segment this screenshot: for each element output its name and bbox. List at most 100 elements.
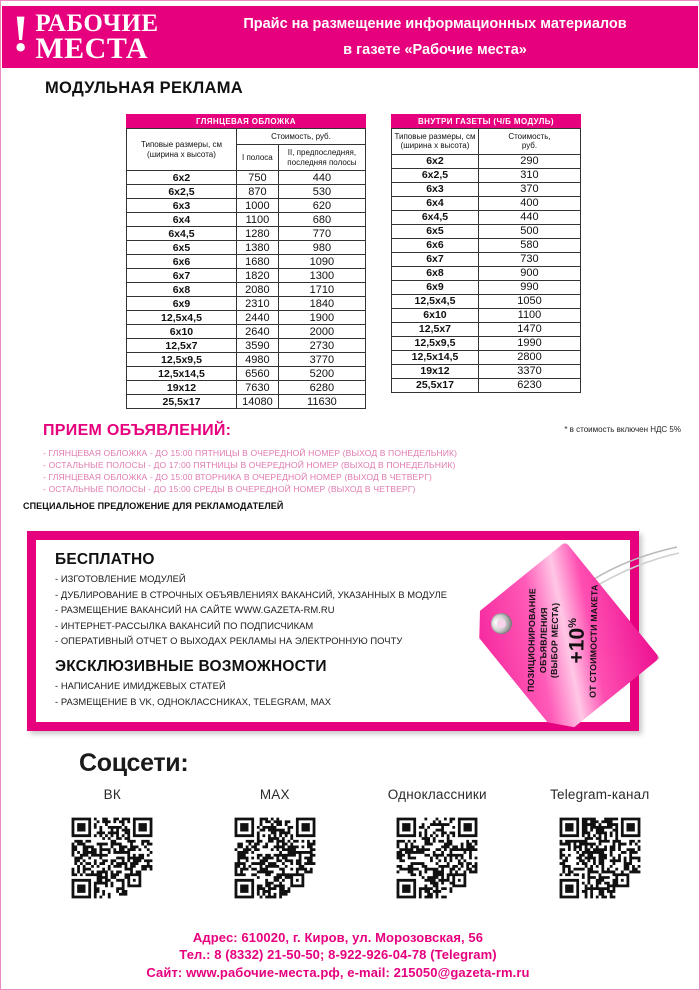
table-glossy-cover: ГЛЯНЦЕВАЯ ОБЛОЖКА Типовые размеры, см (ши… [126,114,367,410]
cell-size: 6x4,5 [391,209,479,225]
exclusive-item: - РАЗМЕЩЕНИЕ В VK, ОДНОКЛАССНИКАХ, TELEG… [55,695,332,707]
cell-price: 1470 [477,321,582,337]
header-title-line-2: в газете «Рабочие места» [343,41,527,58]
cell-size: 6x6 [126,254,237,270]
acceptance-list: - ГЛЯНЦЕВАЯ ОБЛОЖКА - ДО 15:00 ПЯТНИЦЫ В… [43,447,457,495]
cell-price-page2: 1090 [277,254,367,270]
cell-size: 6x9 [126,296,237,312]
col-header-price-group: Стоимость, руб. [235,127,367,146]
page-title: МОДУЛЬНАЯ РЕКЛАМА [45,79,243,97]
table-row: 19x12 3370 [391,363,582,379]
free-item: - РАЗМЕЩЕНИЕ ВАКАНСИЙ НА САЙТЕ WWW.GAZET… [55,604,335,616]
cell-price-page2: 620 [277,198,367,214]
free-item: - ОПЕРАТИВНЫЙ ОТЧЕТ О ВЫХОДАХ РЕКЛАМЫ НА… [55,635,403,647]
free-title: БЕСПЛАТНО [55,551,155,568]
cell-size: 6x5 [126,240,237,256]
cell-price-page1: 6560 [235,366,279,382]
table-row: 12,5x14,5 2800 [391,349,582,365]
table-row: 6x4 1100 680 [126,212,367,228]
qr-code[interactable] [66,812,159,904]
cell-price-page1: 14080 [235,394,279,410]
qr-code[interactable] [228,812,321,904]
footer-phone: Тел.: 8 (8332) 21-50-50; 8-922-926-04-78… [179,947,497,962]
social-item-2[interactable]: MAX [200,787,350,904]
cell-price: 730 [477,251,582,267]
col-header-page-2: II, предпоследняя, последняя полосы [277,144,367,172]
cell-size: 6x7 [391,251,479,267]
cell-size: 12,5x9,5 [391,335,479,351]
cell-size: 12,5x4,5 [391,293,479,309]
table-row: 6x8 2080 1710 [126,282,367,298]
brand-logo: ! РАБОЧИЕ МЕСТА [2,6,172,68]
table-row: 6x4,5 1280 770 [126,226,367,242]
cell-price-page1: 2640 [235,324,279,340]
footer-address: Адрес: 610020, г. Киров, ул. Морозовская… [192,929,484,945]
table-row: 6x6 580 [391,237,582,253]
acceptance-item: - ГЛЯНЦЕВАЯ ОБЛОЖКА - ДО 15:00 ВТОРНИКА … [43,472,432,483]
social-label: Одноклассники [387,787,487,802]
cell-price: 400 [477,195,582,211]
cell-price-page2: 980 [277,240,367,256]
qr-code[interactable] [391,812,484,904]
cell-size: 12,5x14,5 [126,366,237,382]
cell-price-page2: 440 [277,170,367,186]
cell-price-page1: 4980 [235,352,279,368]
table-inside-newspaper: ВНУТРИ ГАЗЕТЫ (Ч/Б МОДУЛЬ) Типовые разме… [391,114,582,393]
table-row: 12,5x9,5 4980 3770 [126,352,367,368]
cell-size: 6x3 [391,181,479,197]
cell-size: 6x5 [391,223,479,239]
cell-size: 25,5x17 [391,377,479,393]
cell-size: 12,5x9,5 [126,352,237,368]
col-header-page-1: I полоса [235,144,279,172]
cell-price-page2: 1710 [277,282,367,298]
table-row: 6x2 290 [391,153,582,169]
acceptance-item: - ОСТАЛЬНЫЕ ПОЛОСЫ - ДО 15:00 СРЕДЫ В ОЧ… [43,484,416,495]
cell-price: 290 [477,153,582,169]
cell-price-page2: 1900 [277,310,367,326]
cell-price: 990 [477,279,582,295]
cell-size: 6x2 [126,170,237,186]
cell-price-page1: 750 [235,170,279,186]
social-item-1[interactable]: ВК [37,787,187,904]
cell-price-page2: 1840 [277,296,367,312]
social-label: Telegram-канал [550,787,650,802]
free-item: - ИНТЕРНЕТ-РАССЫЛКА ВАКАНСИЙ ПО ПОДПИСЧИ… [55,619,314,631]
cell-price-page2: 6280 [277,380,367,396]
social-item-4[interactable]: Telegram-канал [525,787,675,904]
exclusive-list: - НАПИСАНИЕ ИМИДЖЕВЫХ СТАТЕЙ - РАЗМЕЩЕНИЕ… [55,678,630,709]
cell-size: 6x7 [126,268,237,284]
cell-price: 370 [477,181,582,197]
cell-size: 6x4,5 [126,226,237,242]
table-row: 12,5x4,5 2440 1900 [126,310,367,326]
social-item-3[interactable]: Одноклассники [362,787,512,904]
exclusive-title: ЭКСКЛЮЗИВНЫЕ ВОЗМОЖНОСТИ [55,657,327,675]
table-row: 6x7 730 [391,251,582,267]
qr-code[interactable] [553,812,646,904]
cell-price-page1: 1000 [235,198,279,214]
social-list: ВК MAX Одноклассники Telegram-канал [31,787,681,904]
exclusive-item: - НАПИСАНИЕ ИМИДЖЕВЫХ СТАТЕЙ [55,679,226,691]
cell-price-page2: 1300 [277,268,367,284]
acceptance-item: - ОСТАЛЬНЫЕ ПОЛОСЫ - ДО 17:00 ПЯТНИЦЫ В … [43,460,456,471]
table-row: 12,5x14,5 6560 5200 [126,366,367,382]
table-row: 12,5x9,5 1990 [391,335,582,351]
cell-price-page1: 870 [235,184,279,200]
cell-price-page1: 1820 [235,268,279,284]
cell-price-page2: 770 [277,226,367,242]
exclamation-icon: ! [12,6,30,63]
cell-size: 12,5x7 [391,321,479,337]
cell-size: 6x2 [391,153,479,169]
page-header: ! РАБОЧИЕ МЕСТА Прайс на размещение инфо… [2,6,698,68]
table-row: 6x3 1000 620 [126,198,367,214]
cell-price: 1990 [477,335,582,351]
table-row: 6x6 1680 1090 [126,254,367,270]
cell-size: 25,5x17 [126,394,237,410]
cell-price: 900 [477,265,582,281]
cell-price: 6230 [477,377,582,393]
free-list: - ИЗГОТОВЛЕНИЕ МОДУЛЕЙ - ДУБЛИРОВАНИЕ В С… [55,571,630,649]
table-caption-glossy: ГЛЯНЦЕВАЯ ОБЛОЖКА [126,114,366,128]
cell-size: 6x8 [391,265,479,281]
table-row: 12,5x4,5 1050 [391,293,582,309]
table-row: 12,5x7 1470 [391,321,582,337]
